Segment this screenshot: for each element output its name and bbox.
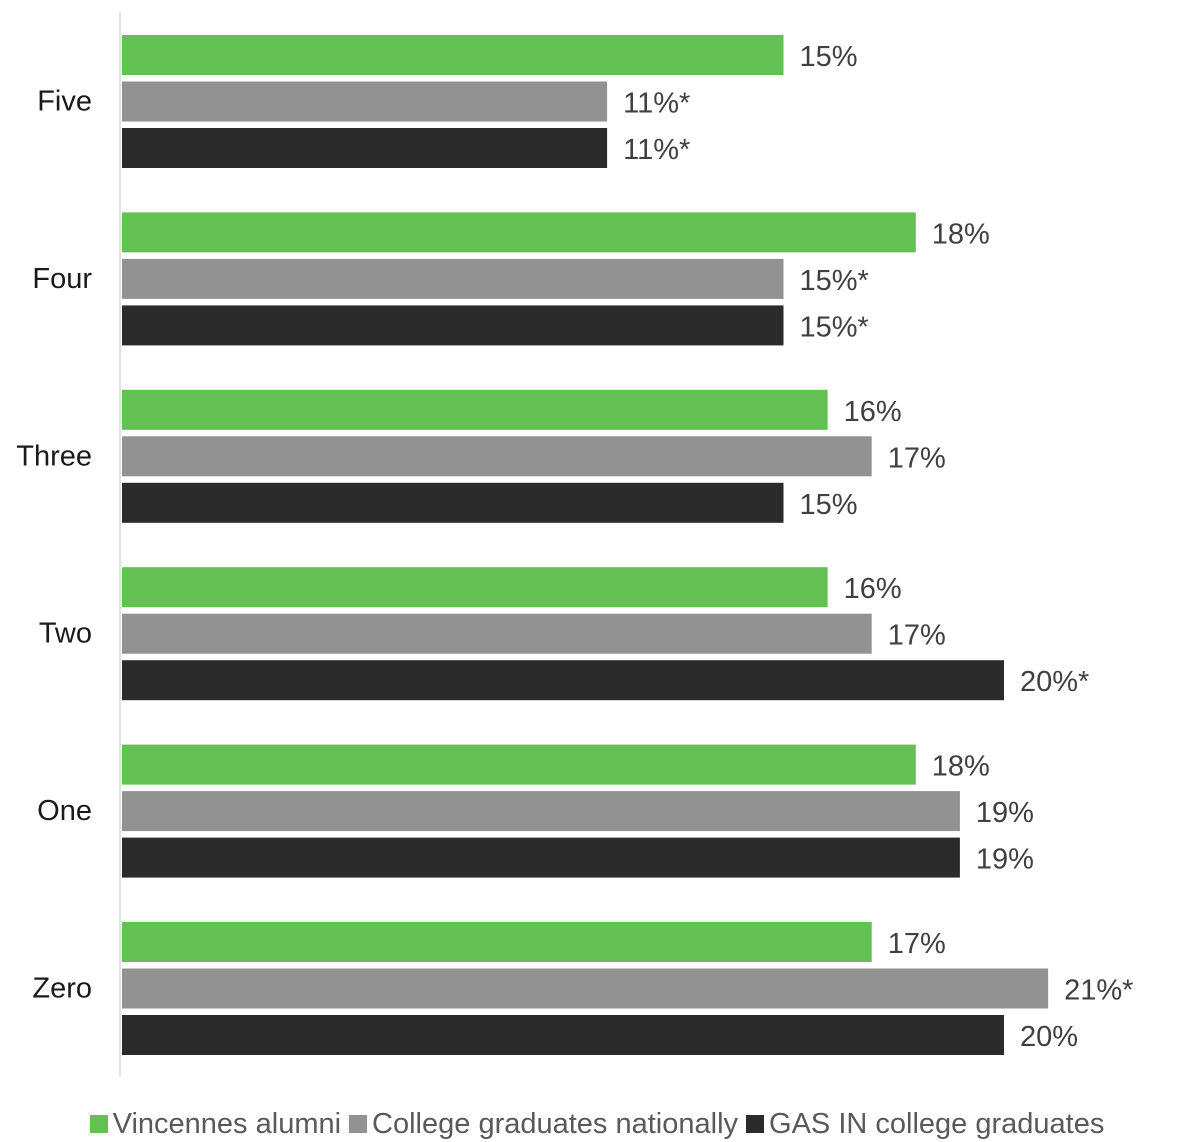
legend-swatch — [89, 1115, 108, 1133]
bar-college-graduates-nationally-zero — [122, 968, 1049, 1009]
data-label-vincennes-alumni-one: 18% — [932, 751, 990, 783]
data-label-vincennes-alumni-five: 15% — [800, 41, 858, 73]
data-label-vincennes-alumni-two: 16% — [844, 573, 902, 605]
bar-gas-in-college-graduates-one — [122, 837, 960, 878]
bar-vincennes-alumni-two — [122, 567, 828, 608]
bar-vincennes-alumni-one — [122, 744, 916, 785]
legend-item-gas-in-college-graduates: GAS IN college graduates — [746, 1108, 1104, 1141]
category-label-four: Four — [32, 263, 92, 295]
bar-college-graduates-nationally-four — [122, 258, 784, 299]
category-label-one: One — [37, 795, 92, 827]
data-label-vincennes-alumni-three: 16% — [844, 396, 902, 428]
category-label-zero: Zero — [32, 973, 92, 1005]
data-label-vincennes-alumni-four: 18% — [932, 218, 990, 250]
data-label-gas-in-college-graduates-three: 15% — [800, 489, 858, 521]
bar-college-graduates-nationally-one — [122, 791, 960, 832]
legend-item-vincennes-alumni: Vincennes alumni — [89, 1107, 342, 1141]
chart-plot: Five 15% 11%* 11%* Four 18% 15%* 15%* Three 16% 17… — [16, 12, 1133, 1077]
data-label-college-graduates-nationally-one: 19% — [976, 797, 1034, 829]
bar-vincennes-alumni-zero — [122, 922, 872, 962]
category-label-two: Two — [39, 618, 92, 650]
data-label-college-graduates-nationally-three: 17% — [888, 442, 946, 474]
bar-gas-in-college-graduates-three — [122, 482, 784, 523]
legend-item-college-graduates-nationally: College graduates nationally — [349, 1108, 738, 1141]
bar-college-graduates-nationally-three — [122, 436, 872, 477]
data-label-gas-in-college-graduates-four: 15%* — [800, 311, 869, 343]
data-label-gas-in-college-graduates-zero: 20% — [1020, 1021, 1078, 1053]
data-label-college-graduates-nationally-zero: 21%* — [1064, 975, 1133, 1007]
bar-vincennes-alumni-three — [122, 389, 828, 430]
legend-label: GAS IN college graduates — [769, 1107, 1105, 1140]
data-label-college-graduates-nationally-four: 15%* — [800, 265, 869, 297]
bar-gas-in-college-graduates-two — [122, 660, 1004, 701]
bar-gas-in-college-graduates-zero — [122, 1015, 1004, 1055]
legend-swatch — [349, 1115, 368, 1133]
data-label-gas-in-college-graduates-two: 20%* — [1020, 666, 1089, 698]
bar-vincennes-alumni-four — [122, 212, 916, 253]
legend-swatch — [746, 1115, 765, 1133]
category-label-five: Five — [37, 86, 92, 118]
bar-gas-in-college-graduates-five — [122, 128, 608, 168]
data-label-vincennes-alumni-zero: 17% — [888, 928, 946, 960]
bar-gas-in-college-graduates-four — [122, 305, 784, 346]
bar-college-graduates-nationally-two — [122, 613, 872, 654]
category-label-three: Three — [16, 440, 92, 472]
bar-vincennes-alumni-five — [122, 35, 784, 75]
data-label-gas-in-college-graduates-one: 19% — [976, 844, 1034, 876]
data-label-college-graduates-nationally-five: 11%* — [623, 88, 690, 120]
data-label-gas-in-college-graduates-five: 11%* — [623, 134, 690, 166]
chart-legend: Vincennes alumni College graduates natio… — [0, 1106, 1194, 1142]
legend-label: College graduates nationally — [372, 1107, 739, 1140]
legend-label: Vincennes alumni — [112, 1107, 342, 1140]
bar-college-graduates-nationally-five — [122, 81, 608, 122]
data-label-college-graduates-nationally-two: 17% — [888, 620, 946, 652]
